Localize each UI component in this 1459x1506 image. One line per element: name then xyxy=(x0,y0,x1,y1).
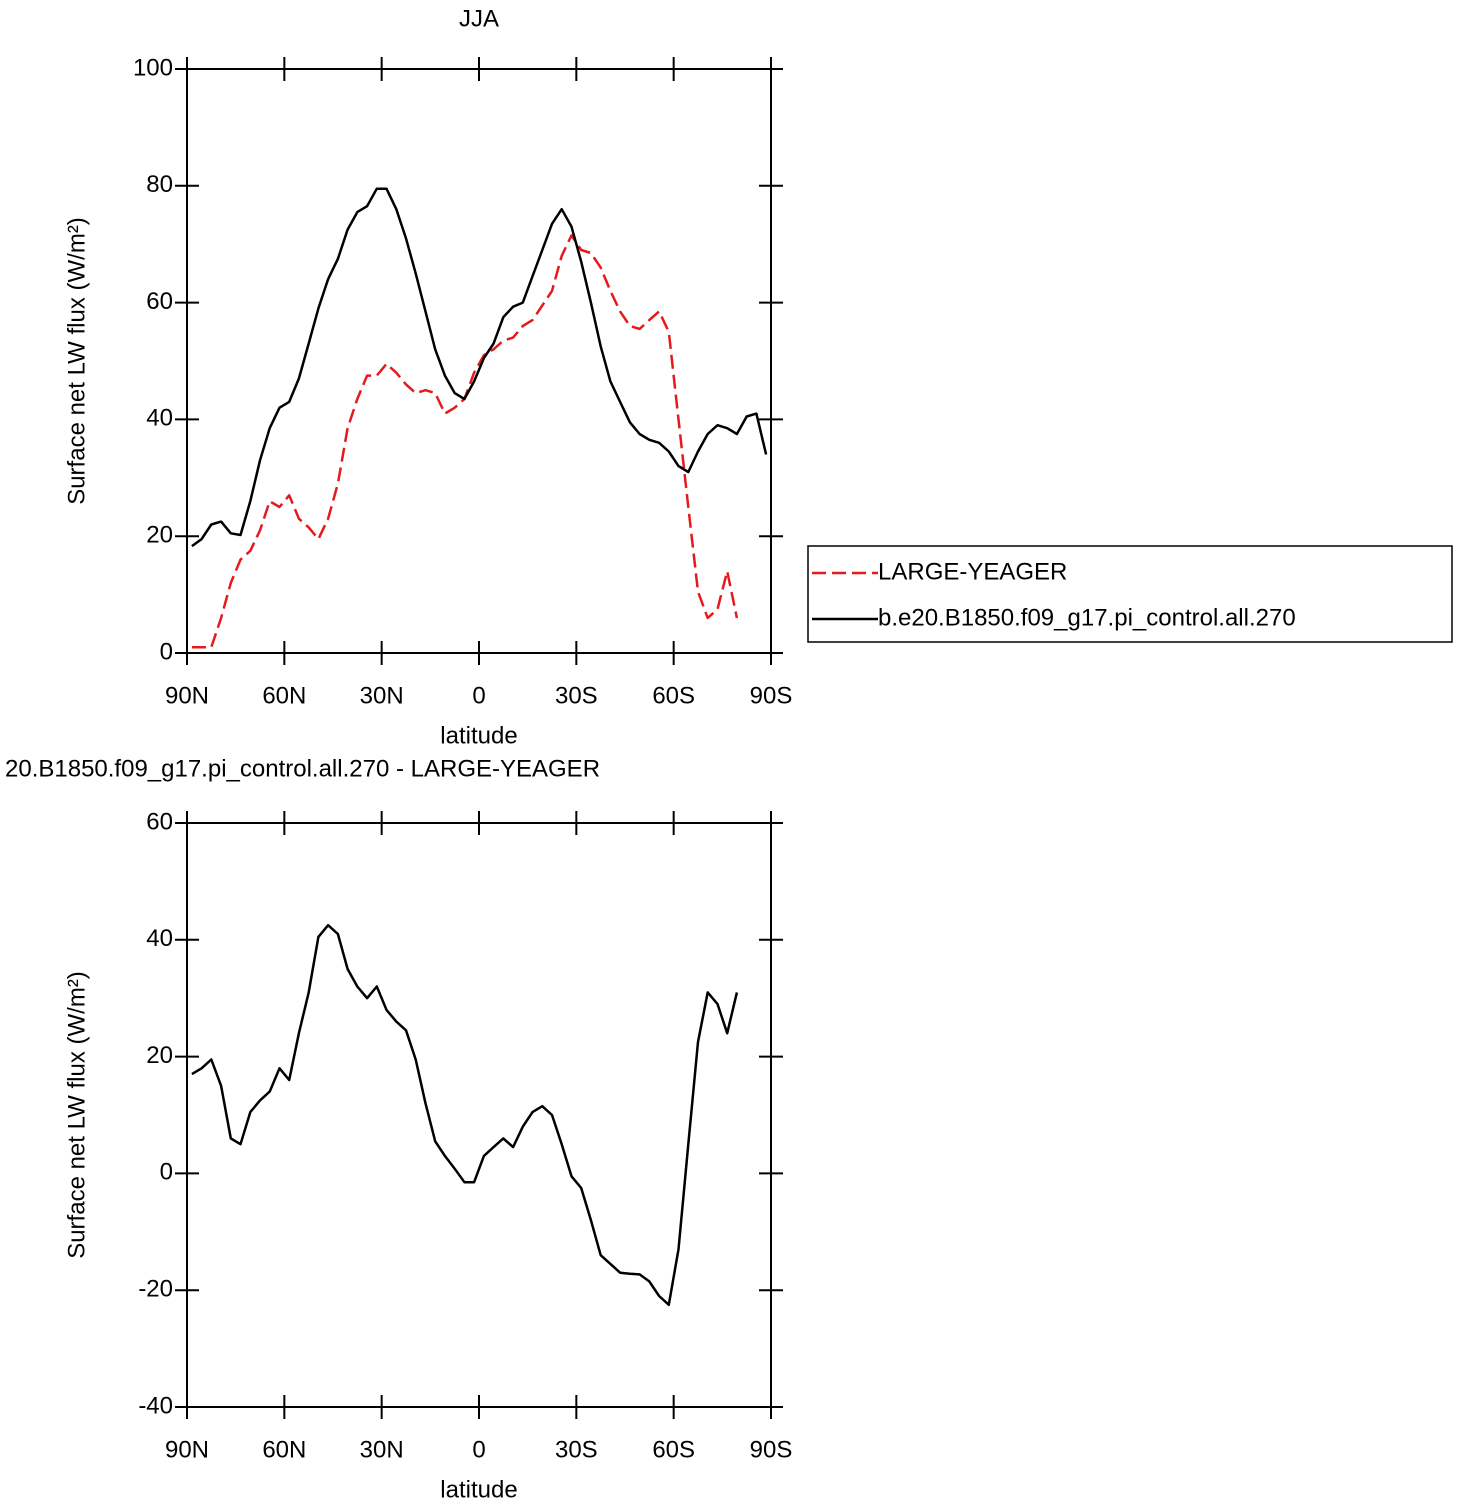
y-axis-label: Surface net LW flux (W/m²) xyxy=(63,217,90,505)
y-tick-label: -20 xyxy=(138,1276,173,1303)
legend-label: LARGE-YEAGER xyxy=(878,558,1067,585)
y-tick-label: 40 xyxy=(146,925,173,952)
y-tick-label: 0 xyxy=(160,1159,173,1186)
y-tick-label: 60 xyxy=(146,808,173,835)
series-line xyxy=(191,187,768,548)
legend-box xyxy=(807,545,1453,643)
series-line xyxy=(191,923,739,1307)
y-tick-label: 60 xyxy=(146,288,173,315)
plot-frame xyxy=(186,822,772,1408)
x-tick-label: 30N xyxy=(360,682,404,709)
x-tick-label: 90N xyxy=(165,1436,209,1463)
x-tick-label: 30N xyxy=(360,1436,404,1463)
x-tick-label: 60S xyxy=(652,682,695,709)
x-tick-label: 90S xyxy=(750,1436,793,1463)
x-tick-label: 30S xyxy=(555,1436,598,1463)
x-tick-label: 90S xyxy=(750,682,793,709)
chart-title: 20.B1850.f09_g17.pi_control.all.270 - LA… xyxy=(5,755,600,782)
x-tick-label: 60S xyxy=(652,1436,695,1463)
y-tick-label: 0 xyxy=(160,638,173,665)
plot-frame xyxy=(186,68,772,654)
legend-label: b.e20.B1850.f09_g17.pi_control.all.270 xyxy=(878,604,1296,631)
x-tick-label: 0 xyxy=(472,1436,485,1463)
x-tick-label: 60N xyxy=(262,1436,306,1463)
y-tick-label: 20 xyxy=(146,522,173,549)
x-tick-label: 30S xyxy=(555,682,598,709)
x-tick-label: 60N xyxy=(262,682,306,709)
x-axis-label: latitude xyxy=(440,722,517,749)
y-tick-label: -40 xyxy=(138,1392,173,1419)
y-tick-label: 20 xyxy=(146,1042,173,1069)
y-tick-label: 80 xyxy=(146,171,173,198)
x-tick-label: 90N xyxy=(165,682,209,709)
y-axis-label: Surface net LW flux (W/m²) xyxy=(63,971,90,1259)
chart-title: JJA xyxy=(459,5,499,32)
x-tick-label: 0 xyxy=(472,682,485,709)
y-tick-label: 40 xyxy=(146,405,173,432)
x-axis-label: latitude xyxy=(440,1476,517,1503)
y-tick-label: 100 xyxy=(133,54,173,81)
